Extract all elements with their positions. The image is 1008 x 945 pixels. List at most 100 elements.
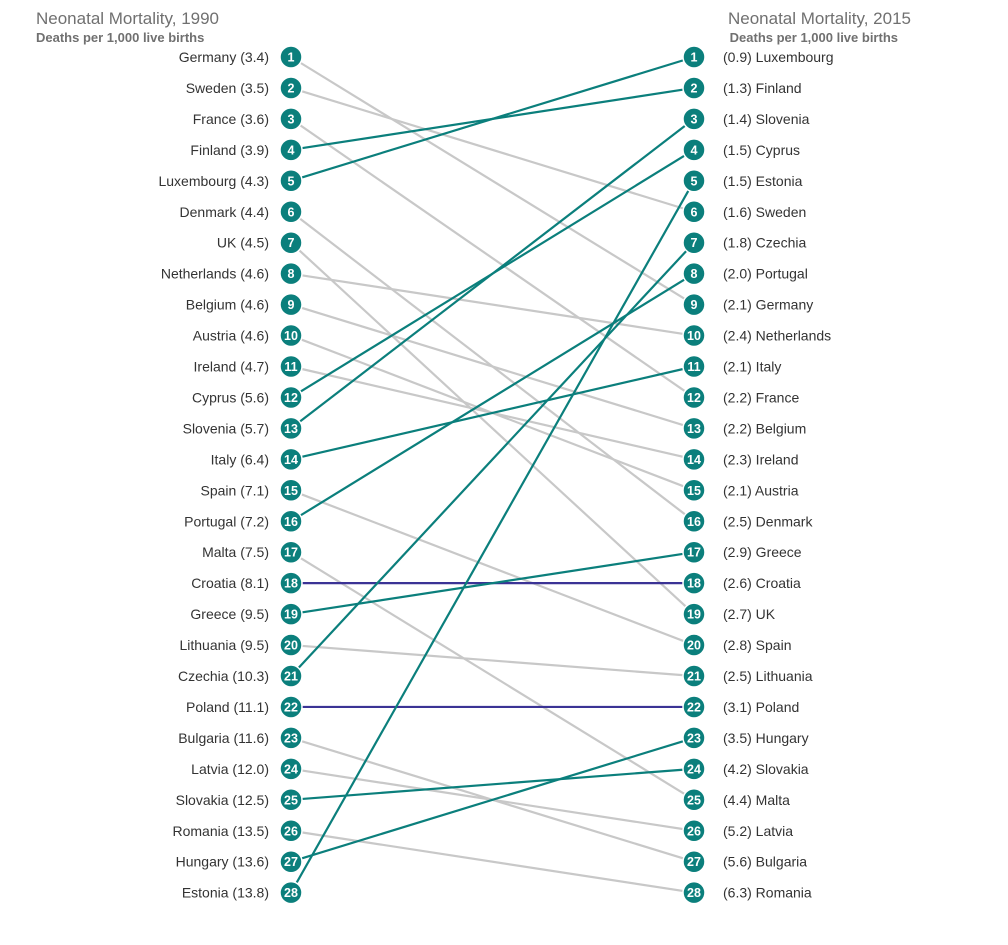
slope-line-netherlands	[290, 272, 695, 337]
rank-circle-right-11	[682, 354, 706, 379]
rank-number-left-21: 21	[284, 670, 298, 684]
slope-line-portugal	[290, 272, 695, 523]
rank-circle-right-19	[682, 602, 706, 626]
right-subtitle: Deaths per 1,000 live births	[730, 30, 898, 45]
label-2015-uk: (2.7) UK	[723, 606, 776, 622]
rank-circle-right-12	[682, 385, 706, 410]
rank-number-left-27: 27	[284, 855, 298, 869]
label-2015-poland: (3.1) Poland	[723, 699, 799, 715]
slope-line-czechia	[290, 241, 695, 677]
label-1990-austria: Austria (4.6)	[193, 328, 269, 344]
label-1990-bulgaria: Bulgaria (11.6)	[178, 730, 269, 746]
label-1990-lithuania: Lithuania (9.5)	[179, 637, 269, 653]
rank-circle-left-9	[279, 292, 303, 317]
rank-circle-right-9	[682, 292, 706, 317]
rank-circle-left-12	[279, 385, 303, 410]
rank-number-left-24: 24	[284, 762, 298, 776]
label-2015-slovakia: (4.2) Slovakia	[723, 761, 809, 777]
slope-line-romania	[290, 829, 695, 894]
slope-line-slovakia	[290, 767, 695, 801]
rank-circle-right-18	[682, 571, 706, 595]
rank-circle-left-14	[279, 447, 303, 472]
rank-circle-left-22	[279, 695, 303, 719]
rank-number-right-14: 14	[687, 453, 701, 467]
rank-circle-left-15	[279, 478, 303, 503]
rank-number-right-19: 19	[687, 608, 701, 622]
label-1990-spain: Spain (7.1)	[201, 482, 269, 498]
rank-number-right-6: 6	[691, 205, 698, 219]
rank-number-right-22: 22	[687, 700, 701, 714]
rank-number-left-14: 14	[284, 453, 298, 467]
rank-circle-left-5	[279, 169, 303, 193]
label-2015-romania: (6.3) Romania	[723, 885, 812, 901]
rank-circle-left-2	[279, 76, 303, 100]
label-1990-romania: Romania (13.5)	[173, 823, 270, 839]
label-1990-italy: Italy (6.4)	[211, 451, 269, 467]
rank-number-left-20: 20	[284, 639, 298, 653]
slope-line-lithuania	[290, 643, 695, 678]
slope-line-malta	[290, 551, 695, 801]
label-2015-spain: (2.8) Spain	[723, 637, 791, 653]
rank-circle-left-13	[279, 416, 303, 441]
rank-circle-left-7	[279, 230, 303, 255]
rank-circle-right-4	[682, 138, 706, 162]
label-2015-italy: (2.1) Italy	[723, 359, 781, 375]
slope-line-italy	[290, 365, 695, 461]
rank-number-right-9: 9	[691, 298, 698, 312]
rank-number-right-8: 8	[691, 267, 698, 281]
rank-circle-left-17	[279, 540, 303, 564]
label-1990-malta: Malta (7.5)	[202, 544, 269, 560]
right-title: Neonatal Mortality, 2015	[728, 9, 911, 28]
label-1990-uk: UK (4.5)	[217, 235, 269, 251]
rank-number-left-11: 11	[284, 360, 297, 374]
rank-number-right-28: 28	[687, 886, 701, 900]
rank-circle-right-20	[682, 633, 706, 657]
rank-number-left-10: 10	[284, 329, 298, 343]
rank-circle-right-25	[682, 788, 706, 812]
rank-circle-right-22	[682, 695, 706, 719]
rank-circle-right-13	[682, 416, 706, 441]
rank-circle-left-27	[279, 849, 303, 874]
rank-number-left-23: 23	[284, 731, 298, 745]
label-1990-slovenia: Slovenia (5.7)	[183, 420, 269, 436]
rank-number-left-25: 25	[284, 793, 298, 807]
slope-line-france	[290, 117, 695, 399]
rank-circle-left-6	[279, 200, 303, 224]
rank-circle-right-16	[682, 509, 706, 533]
label-1990-latvia: Latvia (12.0)	[191, 761, 269, 777]
rank-circle-left-8	[279, 261, 303, 286]
rank-number-right-13: 13	[687, 422, 701, 436]
rank-number-right-15: 15	[687, 484, 701, 498]
label-1990-poland: Poland (11.1)	[186, 699, 269, 715]
rank-circle-left-18	[279, 571, 303, 595]
label-2015-estonia: (1.5) Estonia	[723, 173, 803, 189]
slope-line-belgium	[290, 303, 695, 430]
label-2015-france: (2.2) France	[723, 389, 799, 405]
label-1990-ireland: Ireland (4.7)	[194, 359, 269, 375]
slope-line-sweden	[290, 86, 695, 213]
label-1990-estonia: Estonia (13.8)	[182, 885, 269, 901]
rank-number-right-24: 24	[687, 762, 701, 776]
label-2015-belgium: (2.2) Belgium	[723, 420, 806, 436]
label-2015-denmark: (2.5) Denmark	[723, 513, 813, 529]
label-1990-france: France (3.6)	[193, 111, 269, 127]
label-1990-portugal: Portugal (7.2)	[184, 513, 269, 529]
rank-circle-left-10	[279, 323, 303, 348]
rank-number-left-26: 26	[284, 824, 298, 838]
rank-circle-right-10	[682, 323, 706, 348]
rank-circle-left-24	[279, 757, 303, 781]
label-2015-netherlands: (2.4) Netherlands	[723, 328, 831, 344]
rank-number-right-4: 4	[691, 143, 698, 157]
slope-line-uk	[290, 241, 695, 615]
rank-number-right-3: 3	[691, 112, 698, 126]
rank-circle-left-1	[279, 45, 303, 69]
rank-number-left-22: 22	[284, 700, 298, 714]
label-2015-sweden: (1.6) Sweden	[723, 204, 806, 220]
rank-number-left-19: 19	[284, 608, 298, 622]
label-2015-ireland: (2.3) Ireland	[723, 451, 798, 467]
slope-line-luxembourg	[290, 55, 695, 182]
rank-number-left-9: 9	[288, 298, 295, 312]
rank-circle-right-23	[682, 726, 706, 750]
slope-line-hungary	[290, 736, 695, 863]
